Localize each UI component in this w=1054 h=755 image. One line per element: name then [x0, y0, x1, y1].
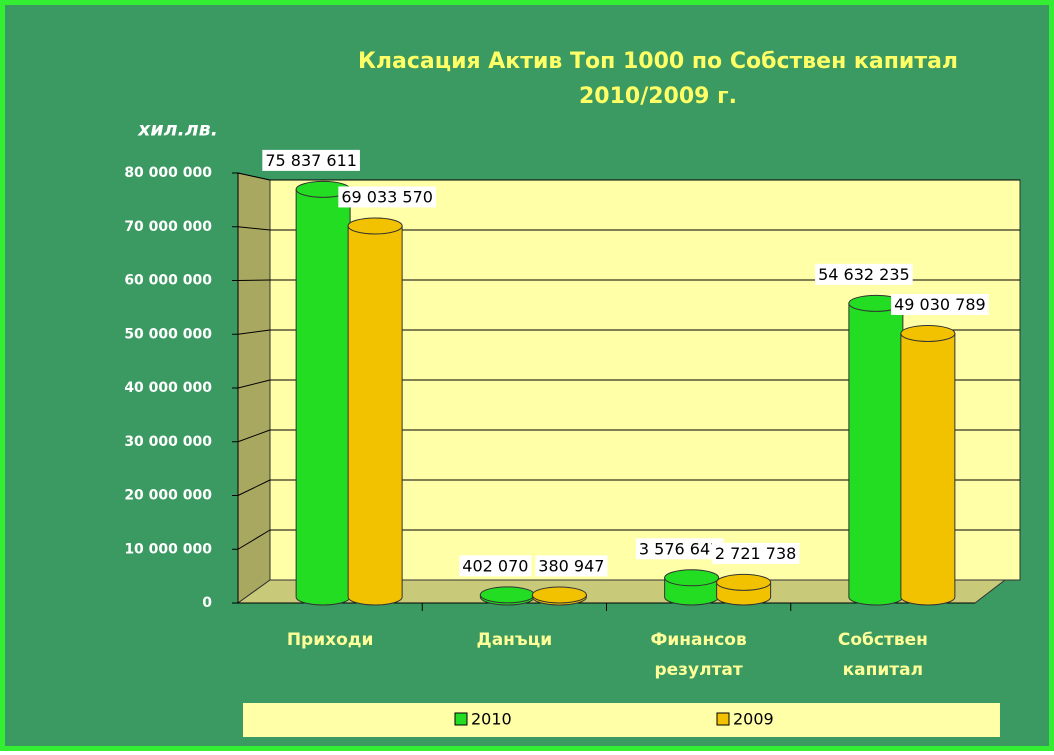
bar-body	[347, 225, 403, 606]
data-label-bg	[891, 293, 989, 315]
y-tick-label: 70 000 000	[124, 219, 212, 235]
grid-line	[237, 529, 271, 550]
y-tick-label: 20 000 000	[124, 488, 212, 504]
x-tick-label: Данъци	[477, 630, 553, 650]
bar	[848, 294, 904, 606]
chart-title: 2010/2009 г.	[579, 84, 737, 109]
bar-body	[848, 302, 904, 606]
x-tick-label-line: Финансов	[651, 630, 747, 650]
x-tick-label-line: капитал	[843, 660, 923, 680]
legend-label: 2009	[733, 710, 774, 729]
grid-line	[237, 329, 271, 335]
data-label-bg	[262, 149, 360, 171]
bar	[479, 586, 535, 606]
bar	[347, 217, 403, 606]
x-tick-label: Приходи	[287, 630, 374, 650]
bar-body	[295, 188, 351, 606]
chart-title: Класация Актив Топ 1000 по Собствен капи…	[358, 49, 958, 74]
y-tick-label: 50 000 000	[124, 326, 212, 342]
bar-top	[664, 569, 720, 587]
grid-line	[237, 172, 271, 181]
y-tick-label: 10 000 000	[124, 541, 212, 557]
x-tick-label: Собствен капитал	[838, 630, 928, 680]
y-tick-label: 80 000 000	[124, 165, 212, 181]
data-label: 402 070	[462, 556, 528, 575]
y-tick-label: 40 000 000	[124, 380, 212, 396]
data-label: 380 947	[538, 556, 604, 575]
bar	[531, 586, 587, 606]
legend-swatch	[454, 712, 468, 726]
bar-top	[479, 586, 535, 604]
y-tick-label: 0	[202, 595, 212, 611]
bar-body	[900, 332, 956, 606]
grid-line	[237, 226, 271, 231]
grid-line	[237, 279, 271, 281]
data-label: 69 033 570	[341, 187, 433, 206]
data-label-bg	[635, 538, 724, 560]
legend	[243, 703, 1000, 737]
legend-label: 2010	[471, 710, 512, 729]
bar-top	[900, 324, 956, 342]
bar-top	[347, 217, 403, 235]
data-label: 2 721 738	[715, 544, 796, 563]
bar	[295, 180, 351, 606]
bar-top	[716, 573, 772, 591]
x-tick-label: Финансов резултат	[651, 630, 747, 680]
data-label: 3 576 647	[639, 539, 720, 558]
data-label-bg	[459, 555, 532, 577]
legend-swatch	[716, 712, 730, 726]
grid-line	[237, 429, 271, 443]
bar	[664, 569, 720, 606]
bar	[716, 573, 772, 606]
data-label: 54 632 235	[818, 265, 910, 284]
data-label-bg	[535, 555, 608, 577]
y-axis-label: хил.лв.	[137, 119, 218, 141]
x-tick-label-line: Собствен	[838, 630, 928, 650]
data-label: 49 030 789	[894, 295, 986, 314]
x-tick-label-line: резултат	[654, 660, 742, 680]
bar	[900, 324, 956, 606]
grid-line	[237, 379, 271, 389]
data-label-bg	[338, 186, 436, 208]
side-wall	[237, 172, 271, 604]
y-tick-label: 60 000 000	[124, 273, 212, 289]
data-label-bg	[711, 542, 800, 564]
grid-line	[237, 479, 271, 496]
data-label: 75 837 611	[265, 151, 357, 170]
data-label-bg	[815, 263, 913, 285]
bar-top	[531, 586, 587, 604]
y-tick-label: 30 000 000	[124, 434, 212, 450]
